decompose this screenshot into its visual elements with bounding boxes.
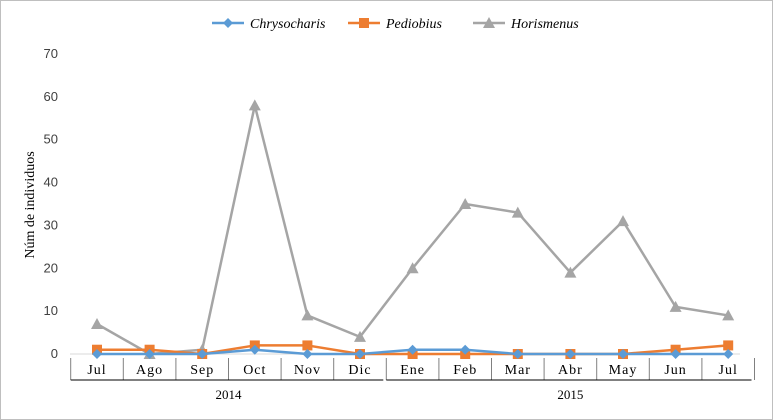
x-tick-label: Feb xyxy=(453,363,477,378)
legend: Chrysocharis Pediobius Horismenus xyxy=(212,17,579,32)
square-marker xyxy=(302,340,313,351)
triangle-marker xyxy=(617,215,629,227)
triangle-marker xyxy=(483,17,495,28)
triangle-marker xyxy=(564,266,577,278)
y-tick-label: 0 xyxy=(51,346,58,361)
y-tick-label: 30 xyxy=(44,217,58,232)
diamond-marker xyxy=(670,349,681,359)
legend-label: Chrysocharis xyxy=(250,17,326,32)
diamond-marker xyxy=(355,349,365,359)
diamond-marker xyxy=(249,344,260,355)
square-marker xyxy=(359,18,369,28)
square-marker xyxy=(723,340,734,351)
triangle-marker xyxy=(459,198,472,209)
diamond-marker xyxy=(92,349,102,359)
x-tick-label: Jul xyxy=(87,363,106,378)
y-axis-label: Núm de individuos xyxy=(23,151,38,258)
triangle-marker xyxy=(669,300,682,312)
triangle-marker xyxy=(406,262,419,274)
diamond-marker xyxy=(512,349,523,359)
triangle-marker xyxy=(91,318,103,329)
year-label: 2014 xyxy=(216,387,243,402)
triangle-marker xyxy=(722,309,735,321)
y-axis-ticks: 0 10 20 30 40 50 60 70 xyxy=(44,46,58,361)
x-tick-label: Dic xyxy=(348,363,371,378)
diamond-marker xyxy=(407,344,418,355)
x-axis-ticks: Jul Ago Sep Oct Nov Dic Ene Feb Mar Abr May Jun Jul xyxy=(70,358,755,380)
x-tick-label: Ago xyxy=(136,363,163,378)
y-tick-label: 50 xyxy=(44,132,58,147)
year-label: 2015 xyxy=(557,387,583,402)
x-tick-label: Jun xyxy=(664,363,686,378)
y-tick-label: 60 xyxy=(44,89,58,104)
y-tick-label: 10 xyxy=(44,303,58,318)
x-tick-label: Jul xyxy=(719,363,738,378)
diamond-marker xyxy=(144,349,155,359)
diamond-marker xyxy=(618,349,628,359)
triangle-marker xyxy=(354,330,366,342)
year-groups: 2014 2015 xyxy=(70,379,752,402)
diamond-marker xyxy=(223,18,233,28)
legend-label: Pediobius xyxy=(385,17,443,32)
series-layer xyxy=(91,99,735,359)
x-tick-label: Abr xyxy=(558,363,583,378)
diamond-marker xyxy=(723,349,734,359)
diamond-marker xyxy=(565,349,576,359)
x-tick-label: Ene xyxy=(400,363,425,378)
x-tick-label: Sep xyxy=(190,363,214,378)
diamond-marker xyxy=(302,349,313,359)
x-tick-label: Nov xyxy=(294,363,321,378)
y-tick-label: 70 xyxy=(44,46,58,61)
x-tick-label: Mar xyxy=(505,363,531,378)
y-tick-label: 20 xyxy=(44,260,58,275)
legend-label: Horismenus xyxy=(510,17,579,32)
series-line-horismenus xyxy=(96,104,729,356)
triangle-marker xyxy=(511,206,524,218)
triangle-marker xyxy=(248,99,261,111)
x-tick-label: Oct xyxy=(243,363,266,378)
diamond-marker xyxy=(197,349,208,359)
x-tick-label: May xyxy=(609,363,638,378)
y-tick-label: 40 xyxy=(44,175,58,190)
triangle-marker xyxy=(301,309,314,321)
diamond-marker xyxy=(460,344,471,355)
